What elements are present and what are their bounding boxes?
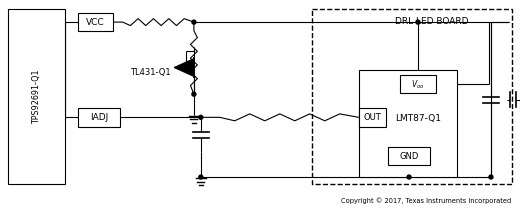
Bar xyxy=(78,13,113,31)
Bar xyxy=(400,75,436,93)
Text: $V_{oo}$: $V_{oo}$ xyxy=(411,78,425,91)
Text: OUT: OUT xyxy=(363,113,381,122)
Circle shape xyxy=(192,20,196,24)
Text: GND: GND xyxy=(400,152,419,161)
Circle shape xyxy=(407,175,411,179)
Text: DRL LED BOARD: DRL LED BOARD xyxy=(395,17,469,26)
Text: VCC: VCC xyxy=(86,18,105,27)
Bar xyxy=(8,9,65,184)
Circle shape xyxy=(199,115,203,119)
Bar xyxy=(388,147,430,165)
Text: LMT87-Q1: LMT87-Q1 xyxy=(395,114,441,123)
Text: TPS92691-Q1: TPS92691-Q1 xyxy=(32,69,41,124)
Bar xyxy=(312,9,511,184)
Circle shape xyxy=(416,20,420,24)
Circle shape xyxy=(489,175,493,179)
Polygon shape xyxy=(174,59,194,76)
Text: Copyright © 2017, Texas Instruments Incorporated: Copyright © 2017, Texas Instruments Inco… xyxy=(342,197,511,204)
Text: TL431-Q1: TL431-Q1 xyxy=(130,68,170,77)
Text: IADJ: IADJ xyxy=(90,113,108,122)
Bar xyxy=(78,108,120,127)
Bar xyxy=(359,70,458,177)
Circle shape xyxy=(199,175,203,179)
Bar xyxy=(359,108,386,127)
Circle shape xyxy=(192,92,196,96)
